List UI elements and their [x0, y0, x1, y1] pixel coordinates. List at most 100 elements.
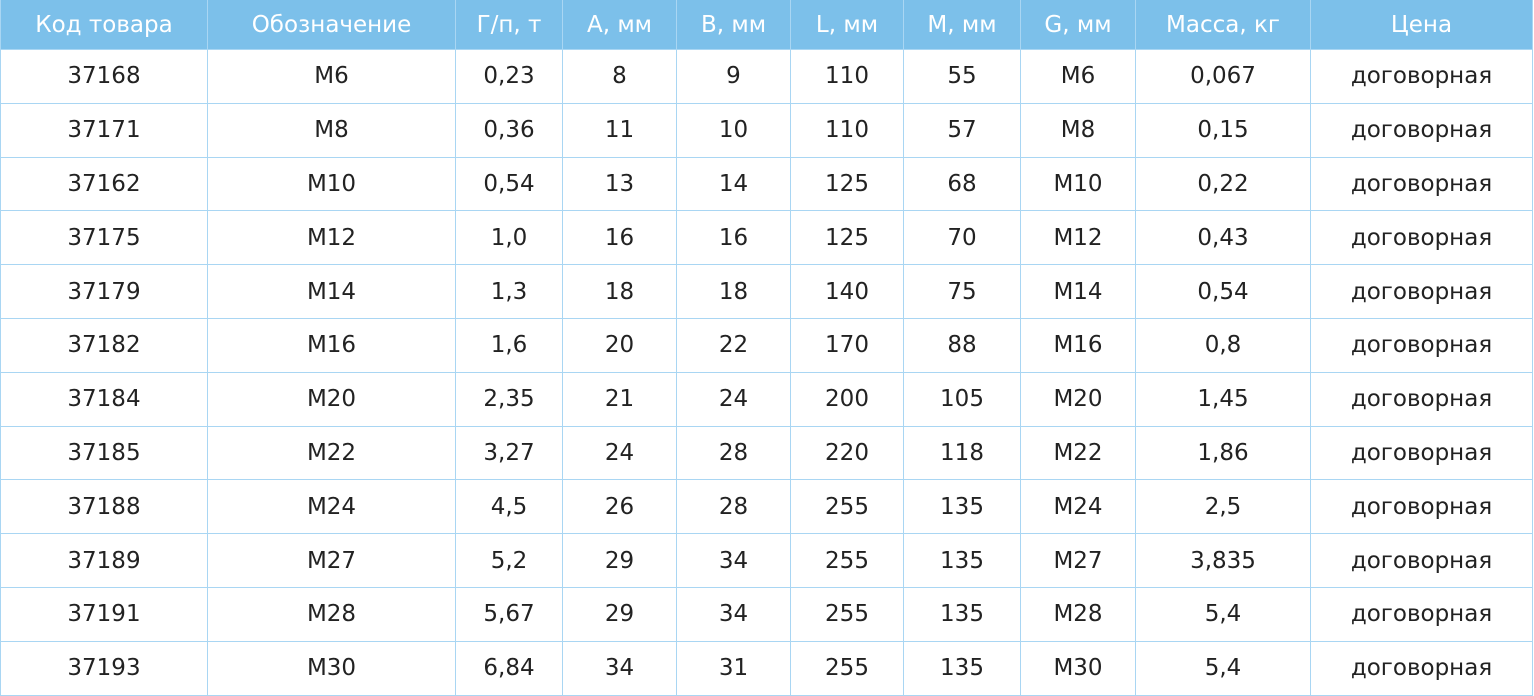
table-cell: M28	[207, 586, 456, 642]
table-cell: 0,15	[1135, 102, 1311, 158]
table-cell: 200	[790, 371, 904, 427]
table-cell: 3,835	[1135, 533, 1311, 588]
table-cell: 2,35	[455, 371, 563, 427]
header-cell: Г/п, т	[455, 0, 563, 50]
table-cell: 88	[903, 317, 1021, 373]
table-cell: 37184	[0, 371, 208, 427]
table-body: 37168 M6 0,23 8 9 110 55 M6 0,067 договорная 37171…	[0, 49, 1533, 696]
table-row: 37162 M10 0,54 13 14 125 68 M10 0,22 договорная	[0, 156, 1533, 212]
table-cell: M8	[207, 102, 456, 158]
table-cell: 5,67	[455, 586, 563, 642]
table-cell: 1,45	[1135, 371, 1311, 427]
table-cell: 0,54	[455, 156, 563, 212]
table-cell: 29	[562, 586, 677, 642]
table-cell: 20	[562, 317, 677, 373]
table-cell: M10	[207, 156, 456, 212]
table-cell: 37193	[0, 640, 208, 696]
table-cell: M27	[207, 533, 456, 588]
table-cell: договорная	[1310, 640, 1533, 696]
table-cell: 135	[903, 640, 1021, 696]
header-cell: Обозначение	[207, 0, 456, 50]
table-cell: M30	[1020, 640, 1136, 696]
table-cell: 75	[903, 264, 1021, 319]
table-cell: 0,22	[1135, 156, 1311, 212]
table-cell: M28	[1020, 586, 1136, 642]
table-cell: M24	[1020, 479, 1136, 535]
table-cell: 55	[903, 49, 1021, 104]
table-cell: 28	[676, 479, 791, 535]
table-cell: договорная	[1310, 425, 1533, 481]
table-cell: 14	[676, 156, 791, 212]
header-cell: G, мм	[1020, 0, 1136, 50]
table-cell: 0,8	[1135, 317, 1311, 373]
table-cell: M24	[207, 479, 456, 535]
table-cell: 0,36	[455, 102, 563, 158]
table-cell: 34	[676, 533, 791, 588]
table-cell: 37171	[0, 102, 208, 158]
header-cell: В, мм	[676, 0, 791, 50]
table-cell: 6,84	[455, 640, 563, 696]
table-cell: 24	[676, 371, 791, 427]
table-row: 37193 M30 6,84 34 31 255 135 M30 5,4 договорная	[0, 640, 1533, 696]
table-cell: 1,86	[1135, 425, 1311, 481]
table-cell: 34	[562, 640, 677, 696]
table-cell: 10	[676, 102, 791, 158]
table-cell: 135	[903, 479, 1021, 535]
header-cell: Код товара	[0, 0, 208, 50]
table-cell: 1,0	[455, 210, 563, 266]
table-cell: 68	[903, 156, 1021, 212]
table-cell: 16	[562, 210, 677, 266]
header-cell: L, мм	[790, 0, 904, 50]
table-row: 37179 M14 1,3 18 18 140 75 M14 0,54 договорная	[0, 264, 1533, 319]
table-cell: 9	[676, 49, 791, 104]
table-cell: M30	[207, 640, 456, 696]
table-cell: 70	[903, 210, 1021, 266]
table-cell: 255	[790, 586, 904, 642]
table-cell: 0,067	[1135, 49, 1311, 104]
table-cell: договорная	[1310, 264, 1533, 319]
table-cell: 0,54	[1135, 264, 1311, 319]
header-cell: М, мм	[903, 0, 1021, 50]
table-cell: M14	[1020, 264, 1136, 319]
table-cell: 26	[562, 479, 677, 535]
table-cell: 1,6	[455, 317, 563, 373]
table-cell: 37182	[0, 317, 208, 373]
table-cell: 29	[562, 533, 677, 588]
table-row: 37184 M20 2,35 21 24 200 105 M20 1,45 договорная	[0, 371, 1533, 427]
header-row: Код товара Обозначение Г/п, т А, мм В, мм L, …	[0, 0, 1533, 50]
table-cell: M16	[1020, 317, 1136, 373]
table-cell: M22	[207, 425, 456, 481]
table-cell: 255	[790, 640, 904, 696]
table-cell: 135	[903, 586, 1021, 642]
table-cell: M20	[1020, 371, 1136, 427]
table-row: 37189 M27 5,2 29 34 255 135 M27 3,835 договорная	[0, 533, 1533, 588]
table-cell: 4,5	[455, 479, 563, 535]
table-cell: 255	[790, 479, 904, 535]
table-cell: 37185	[0, 425, 208, 481]
table-cell: 5,2	[455, 533, 563, 588]
table-cell: 16	[676, 210, 791, 266]
table-cell: 255	[790, 533, 904, 588]
table-cell: 57	[903, 102, 1021, 158]
table-cell: 18	[562, 264, 677, 319]
table-row: 37175 M12 1,0 16 16 125 70 M12 0,43 договорная	[0, 210, 1533, 266]
table-cell: 1,3	[455, 264, 563, 319]
table-cell: 110	[790, 49, 904, 104]
header-cell: Цена	[1310, 0, 1533, 50]
table-cell: 11	[562, 102, 677, 158]
table-cell: 34	[676, 586, 791, 642]
table-cell: 22	[676, 317, 791, 373]
table-cell: M27	[1020, 533, 1136, 588]
table-cell: договорная	[1310, 49, 1533, 104]
table-cell: 5,4	[1135, 586, 1311, 642]
table-cell: 37188	[0, 479, 208, 535]
table-cell: 140	[790, 264, 904, 319]
table-cell: 220	[790, 425, 904, 481]
table-cell: 3,27	[455, 425, 563, 481]
table-row: 37188 M24 4,5 26 28 255 135 M24 2,5 договорная	[0, 479, 1533, 535]
table-cell: 37179	[0, 264, 208, 319]
table-cell: 37168	[0, 49, 208, 104]
table-cell: 0,43	[1135, 210, 1311, 266]
table-cell: договорная	[1310, 102, 1533, 158]
